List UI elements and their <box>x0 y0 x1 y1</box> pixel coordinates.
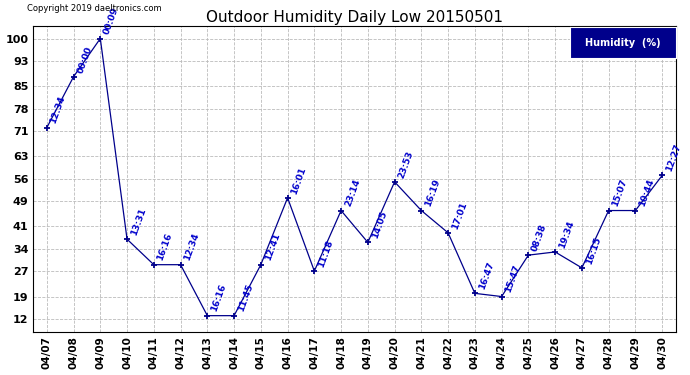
Text: 12:27: 12:27 <box>664 143 682 173</box>
Text: 16:01: 16:01 <box>290 165 308 195</box>
Text: 16:16: 16:16 <box>210 283 228 313</box>
Text: 00:00: 00:00 <box>76 45 94 74</box>
Text: 16:15: 16:15 <box>584 236 602 266</box>
Text: 14:05: 14:05 <box>370 210 388 240</box>
Text: 23:14: 23:14 <box>343 178 362 208</box>
Text: 17:01: 17:01 <box>451 200 469 230</box>
Text: 16:47: 16:47 <box>477 261 495 291</box>
Text: 16:19: 16:19 <box>424 178 442 208</box>
Text: 11:18: 11:18 <box>317 238 335 268</box>
Text: 13:31: 13:31 <box>129 207 148 237</box>
Text: 10:44: 10:44 <box>638 178 656 208</box>
Title: Outdoor Humidity Daily Low 20150501: Outdoor Humidity Daily Low 20150501 <box>206 10 503 25</box>
Text: 00:09: 00:09 <box>102 6 121 36</box>
Text: 11:45: 11:45 <box>236 283 255 313</box>
Text: 08:38: 08:38 <box>531 223 549 253</box>
Text: 19:34: 19:34 <box>558 219 575 249</box>
Text: 12:34: 12:34 <box>183 232 201 262</box>
Text: 12:34: 12:34 <box>49 95 67 125</box>
Text: 23:53: 23:53 <box>397 149 415 179</box>
Text: 16:16: 16:16 <box>156 232 174 262</box>
Text: 15:47: 15:47 <box>504 264 522 294</box>
Text: Copyright 2019 daeltronics.com: Copyright 2019 daeltronics.com <box>27 4 161 13</box>
Text: 12:41: 12:41 <box>263 232 282 262</box>
Text: 15:07: 15:07 <box>611 178 629 208</box>
